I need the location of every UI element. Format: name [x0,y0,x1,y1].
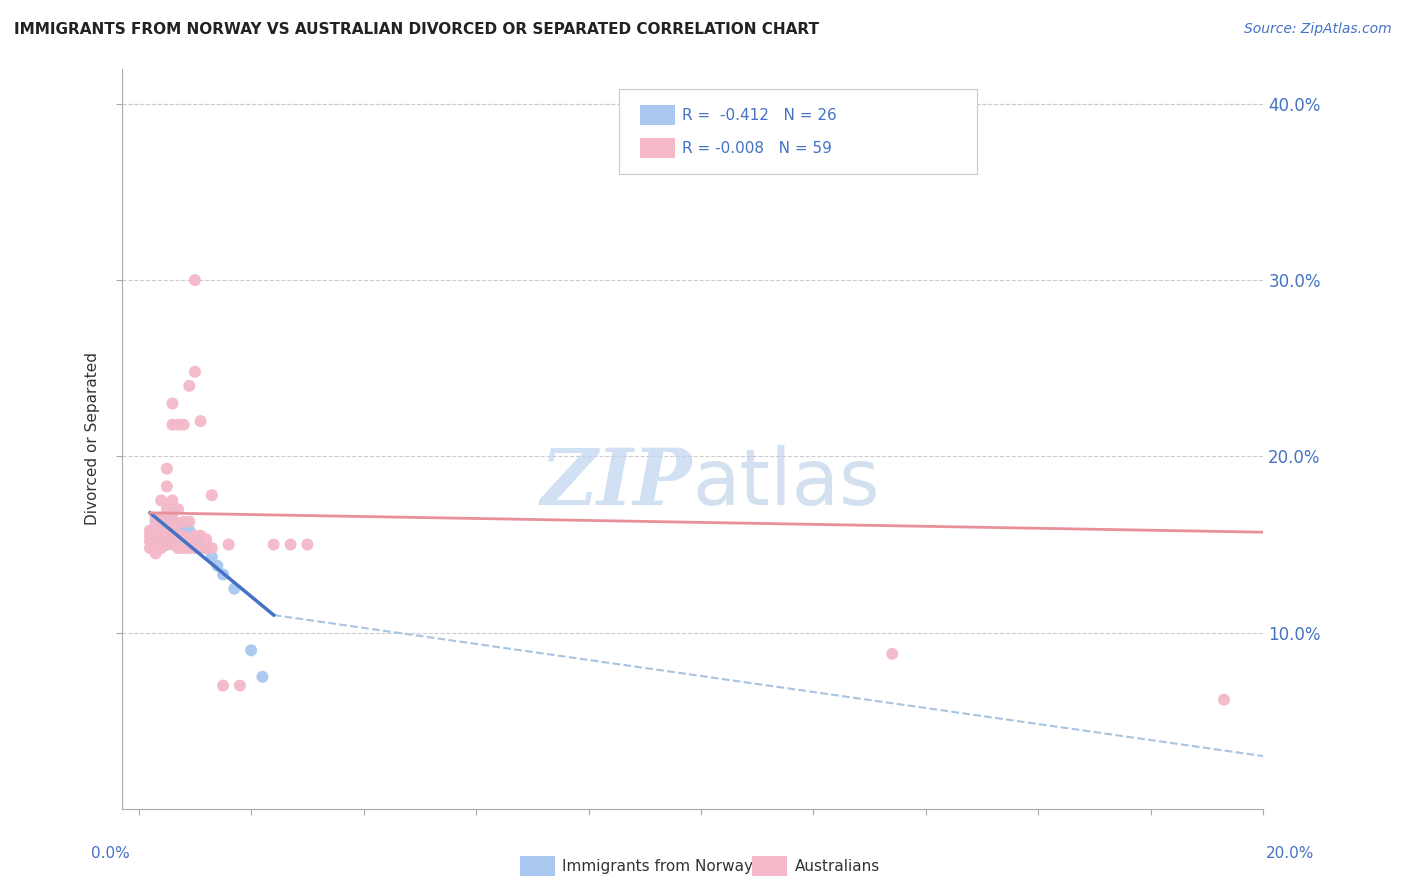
Point [156,529,179,543]
Point [179,541,201,555]
Point [167,516,190,531]
Point [145,511,167,525]
Point [190,529,212,543]
Point [224,582,246,596]
Point [150,493,173,508]
Y-axis label: Divorced or Separated: Divorced or Separated [86,352,100,525]
Point [156,511,179,525]
Point [162,493,184,508]
Text: R =  -0.412   N = 26: R = -0.412 N = 26 [682,108,837,122]
Point [167,516,190,531]
Point [156,529,179,543]
Text: atlas: atlas [693,445,880,521]
Text: Australians: Australians [794,859,880,873]
Point [162,529,184,543]
Point [156,502,179,516]
Point [145,520,167,534]
Point [150,534,173,549]
Point [173,529,195,543]
Point [184,273,207,287]
Point [167,502,190,516]
Point [240,643,263,657]
Point [190,537,212,551]
Point [167,533,190,547]
Text: IMMIGRANTS FROM NORWAY VS AUSTRALIAN DIVORCED OR SEPARATED CORRELATION CHART: IMMIGRANTS FROM NORWAY VS AUSTRALIAN DIV… [14,22,820,37]
Point [150,541,173,555]
Text: ZIP: ZIP [541,445,693,522]
Point [229,679,252,693]
Point [167,417,190,432]
Point [162,537,184,551]
Point [195,541,218,555]
Point [173,520,195,534]
Point [212,679,235,693]
Point [139,529,162,543]
Point [173,515,195,529]
Point [184,533,207,547]
Point [150,534,173,549]
Point [195,541,218,555]
Point [139,534,162,549]
Point [162,506,184,520]
Point [150,525,173,540]
Point [167,541,190,555]
Point [179,534,201,549]
Point [297,537,319,551]
Point [882,647,904,661]
Point [162,524,184,538]
Point [190,541,212,555]
Point [173,529,195,543]
Point [145,546,167,560]
Point [145,515,167,529]
Point [156,461,179,475]
Point [179,524,201,538]
Text: Immigrants from Norway: Immigrants from Norway [562,859,754,873]
Point [156,479,179,493]
Text: 0.0%: 0.0% [91,846,131,861]
Point [184,529,207,543]
Point [156,537,179,551]
Point [162,417,184,432]
Point [252,670,274,684]
Point [162,511,184,525]
Point [139,524,162,538]
Point [162,520,184,534]
Point [280,537,302,551]
Point [190,414,212,428]
Point [156,537,179,551]
Point [207,558,229,573]
Point [145,529,167,543]
Point [150,529,173,543]
Point [167,529,190,543]
Point [201,549,224,564]
Point [139,541,162,555]
Point [179,515,201,529]
Point [145,534,167,549]
Point [184,365,207,379]
Point [1213,692,1236,706]
Point [263,537,285,551]
Point [195,533,218,547]
Text: R = -0.008   N = 59: R = -0.008 N = 59 [682,141,832,155]
Point [173,541,195,555]
Text: 20.0%: 20.0% [1267,846,1315,861]
Point [156,520,179,534]
Point [201,541,224,555]
Point [218,537,240,551]
Text: Source: ZipAtlas.com: Source: ZipAtlas.com [1244,22,1392,37]
Point [167,524,190,538]
Point [212,567,235,582]
Point [150,537,173,551]
Point [184,541,207,555]
Point [145,541,167,555]
Point [156,520,179,534]
Point [173,417,195,432]
Point [201,488,224,502]
Point [150,511,173,525]
Point [162,396,184,410]
Point [179,379,201,393]
